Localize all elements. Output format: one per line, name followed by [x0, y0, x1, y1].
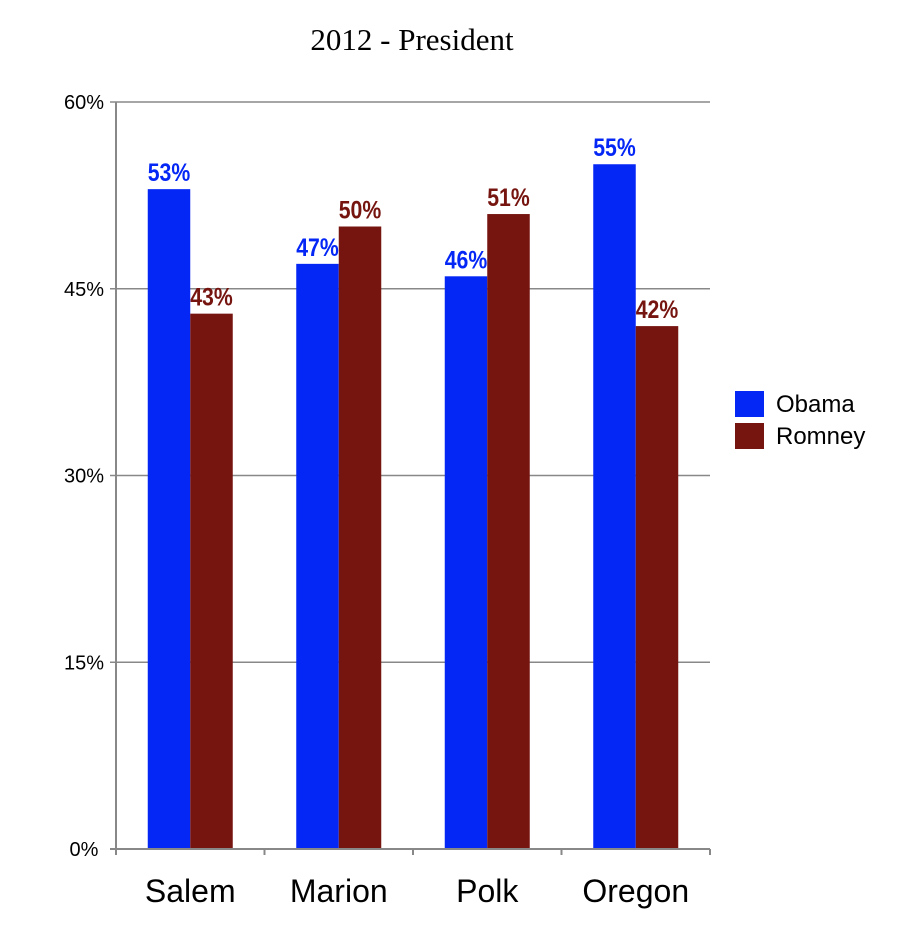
- data-label: 51%: [487, 183, 530, 211]
- legend-swatch-obama: [735, 391, 764, 417]
- chart-title: 2012 - President: [310, 22, 514, 57]
- legend-swatch-romney: [735, 423, 764, 449]
- data-label: 43%: [190, 283, 233, 311]
- bar-obama: [444, 276, 488, 849]
- data-label: 42%: [636, 295, 679, 323]
- data-label: 46%: [445, 246, 488, 274]
- data-label: 53%: [148, 159, 191, 187]
- bar-romney: [487, 214, 530, 850]
- axes: 0% 15% 30% 45% 60% Salem Marion Polk Oregon: [64, 92, 711, 909]
- x-tick-label: Marion: [290, 873, 388, 909]
- bars: [147, 164, 679, 850]
- x-tick-label: Polk: [456, 873, 519, 909]
- bar-romney: [338, 226, 382, 849]
- y-tick-label: 60%: [64, 92, 104, 114]
- bar-romney: [190, 313, 233, 849]
- y-tick-label: 15%: [64, 652, 104, 674]
- bar-romney: [635, 326, 679, 850]
- y-tick-label: 0%: [70, 839, 99, 861]
- legend: Obama Romney: [735, 391, 865, 450]
- bar-obama: [593, 164, 636, 849]
- data-label: 47%: [296, 233, 339, 261]
- bar-obama: [296, 263, 339, 850]
- y-tick-label: 30%: [64, 466, 104, 488]
- data-labels: 53% 43% 47%50% 46% 51% 55% 42%: [148, 134, 679, 324]
- data-label: 55%: [593, 134, 636, 162]
- bar-obama: [147, 189, 191, 849]
- legend-label: Obama: [776, 391, 855, 418]
- x-tick-label: Salem: [145, 873, 236, 909]
- legend-label: Romney: [776, 423, 865, 450]
- y-tick-label: 45%: [64, 279, 104, 301]
- data-label: 50%: [339, 196, 382, 224]
- x-tick-label: Oregon: [582, 873, 689, 909]
